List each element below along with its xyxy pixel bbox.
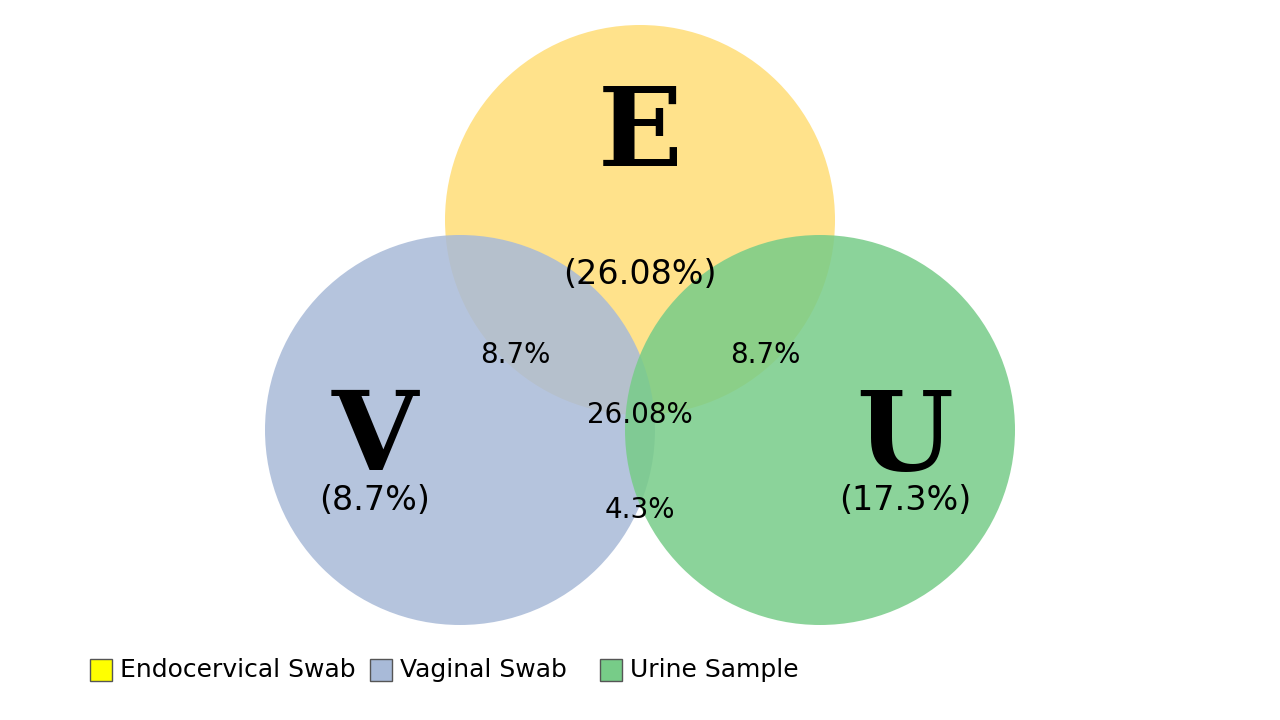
Bar — [600, 659, 622, 681]
Text: 26.08%: 26.08% — [588, 401, 692, 429]
Text: Vaginal Swab: Vaginal Swab — [399, 658, 567, 682]
Text: (17.3%): (17.3%) — [838, 484, 972, 516]
Text: 8.7%: 8.7% — [480, 341, 550, 369]
Bar — [90, 659, 113, 681]
Circle shape — [625, 235, 1015, 625]
Circle shape — [265, 235, 655, 625]
Text: 8.7%: 8.7% — [730, 341, 800, 369]
Text: Endocervical Swab: Endocervical Swab — [120, 658, 356, 682]
Text: U: U — [856, 387, 954, 493]
Text: (8.7%): (8.7%) — [320, 484, 430, 516]
Circle shape — [445, 25, 835, 415]
Text: (26.08%): (26.08%) — [563, 258, 717, 292]
Text: V: V — [332, 387, 419, 493]
Bar — [370, 659, 392, 681]
Text: 4.3%: 4.3% — [604, 496, 676, 524]
Text: Urine Sample: Urine Sample — [630, 658, 799, 682]
Text: E: E — [598, 81, 682, 189]
